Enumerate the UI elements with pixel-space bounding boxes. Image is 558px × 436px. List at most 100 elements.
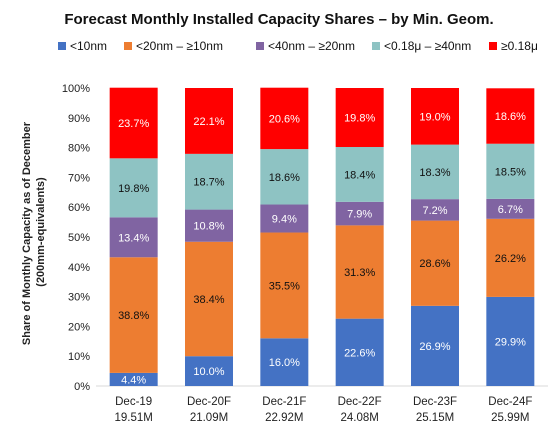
data-label: 23.7% [118, 118, 149, 130]
y-tick-label: 60% [68, 202, 90, 214]
data-label: 7.2% [422, 205, 447, 217]
chart-title: Forecast Monthly Installed Capacity Shar… [64, 11, 493, 28]
data-label: 19.8% [118, 183, 149, 195]
data-label: 38.8% [118, 310, 149, 322]
y-tick-label: 40% [68, 262, 90, 274]
data-label: 6.7% [498, 204, 523, 216]
data-label: 22.6% [344, 347, 375, 359]
y-tick-label: 30% [68, 292, 90, 304]
category-total-label: 19.51M [114, 412, 152, 424]
data-label: 26.2% [495, 253, 526, 265]
category-total-label: 24.08M [340, 412, 378, 424]
data-label: 18.5% [495, 166, 526, 178]
bar-segment [185, 153, 233, 210]
data-label: 18.3% [419, 167, 450, 179]
data-label: 18.4% [344, 169, 375, 181]
bar-segment [486, 143, 535, 199]
data-label: 13.4% [118, 232, 149, 244]
bar-segment [185, 88, 233, 154]
bar-segment [109, 87, 158, 159]
data-label: 9.4% [272, 214, 297, 226]
x-tick-label: Dec-21F [262, 396, 306, 408]
data-label: 10.0% [193, 366, 224, 378]
bar-segment [486, 88, 535, 144]
bar-segment [260, 204, 309, 233]
legend-label: <20nm – ≥10nm [136, 39, 223, 53]
bar-segment [411, 88, 459, 145]
x-tick-label: Dec-19 [115, 396, 152, 408]
bar-segment [260, 232, 309, 339]
data-label: 26.9% [419, 341, 450, 353]
bar-segment [411, 144, 459, 200]
data-label: 19.8% [344, 113, 375, 125]
data-label: 18.6% [269, 172, 300, 184]
data-label: 16.0% [269, 357, 300, 369]
y-tick-label: 90% [68, 113, 90, 125]
y-axis-label-line-2: (200mm-equivalents) [35, 177, 47, 287]
category-total-label: 25.15M [416, 412, 454, 424]
bar-segment [260, 338, 309, 386]
data-label: 18.7% [193, 177, 224, 189]
bar-segment [335, 147, 384, 202]
bar-segment [486, 218, 535, 297]
data-label: 38.4% [193, 294, 224, 306]
x-tick-label: Dec-23F [413, 396, 457, 408]
y-axis-label-line-1: Share of Monthly Capacity as of December [21, 121, 33, 345]
y-tick-label: 70% [68, 172, 90, 184]
bar-segment [185, 356, 233, 386]
legend: <10nm <20nm – ≥10nm <40nm – ≥20nm <0.18μ – … [58, 39, 538, 53]
bar-segment [109, 372, 158, 386]
category-total-label: 21.09M [190, 412, 228, 424]
data-label: 19.0% [419, 111, 450, 123]
legend-swatch [124, 42, 132, 50]
bar-segment [486, 198, 535, 219]
data-label: 4.4% [121, 374, 146, 386]
bar-segment [411, 220, 459, 306]
bar-segment [335, 225, 384, 319]
data-label: 31.3% [344, 267, 375, 279]
bar-segment [260, 87, 309, 150]
bar-segment [185, 241, 233, 357]
legend-label: ≥0.18μ [501, 39, 538, 53]
bars: 4.4% 38.8% 13.4% 19.8% 23.7% 10.0% 38.4% 10.8% 1… [109, 87, 535, 386]
y-tick-label: 20% [68, 321, 90, 333]
data-label: 7.9% [347, 209, 372, 221]
y-axis-label: Share of Monthly Capacity as of December… [21, 119, 47, 345]
data-label: 10.8% [193, 221, 224, 233]
bar-segment [109, 257, 158, 373]
bar-segment [335, 318, 384, 386]
data-label: 18.6% [495, 111, 526, 123]
data-label: 20.6% [269, 113, 300, 125]
category-total-label: 22.92M [265, 412, 303, 424]
x-axis: Dec-19 19.51M Dec-20F 21.09M Dec-21F 22.92M De… [114, 396, 532, 424]
legend-label: <10nm [70, 39, 107, 53]
bar-segment [411, 305, 459, 386]
data-label: 22.1% [193, 116, 224, 128]
legend-swatch [489, 42, 497, 50]
legend-swatch [372, 42, 380, 50]
bar-segment [486, 296, 535, 386]
y-tick-label: 10% [68, 351, 90, 363]
y-tick-label: 50% [68, 232, 90, 244]
category-total-label: 25.99M [491, 412, 529, 424]
data-label: 28.6% [419, 258, 450, 270]
bar-segment [260, 149, 309, 205]
legend-swatch [256, 42, 264, 50]
x-tick-label: Dec-22F [338, 396, 382, 408]
data-label: 35.5% [269, 280, 300, 292]
legend-label: <40nm – ≥20nm [268, 39, 355, 53]
bar-segment [335, 88, 384, 148]
bar-segment [109, 158, 158, 218]
bar-segment [335, 201, 384, 226]
y-tick-label: 100% [62, 83, 90, 95]
x-tick-label: Dec-24F [488, 396, 532, 408]
bar-segment [185, 209, 233, 242]
data-label: 29.9% [495, 336, 526, 348]
y-tick-label: 0% [74, 381, 90, 393]
bar-segment [411, 199, 459, 221]
bar-segment [109, 217, 158, 258]
y-axis: 0% 10% 20% 30% 40% 50% 60% 70% 80% 90% 100% [62, 83, 548, 393]
y-tick-label: 80% [68, 143, 90, 155]
